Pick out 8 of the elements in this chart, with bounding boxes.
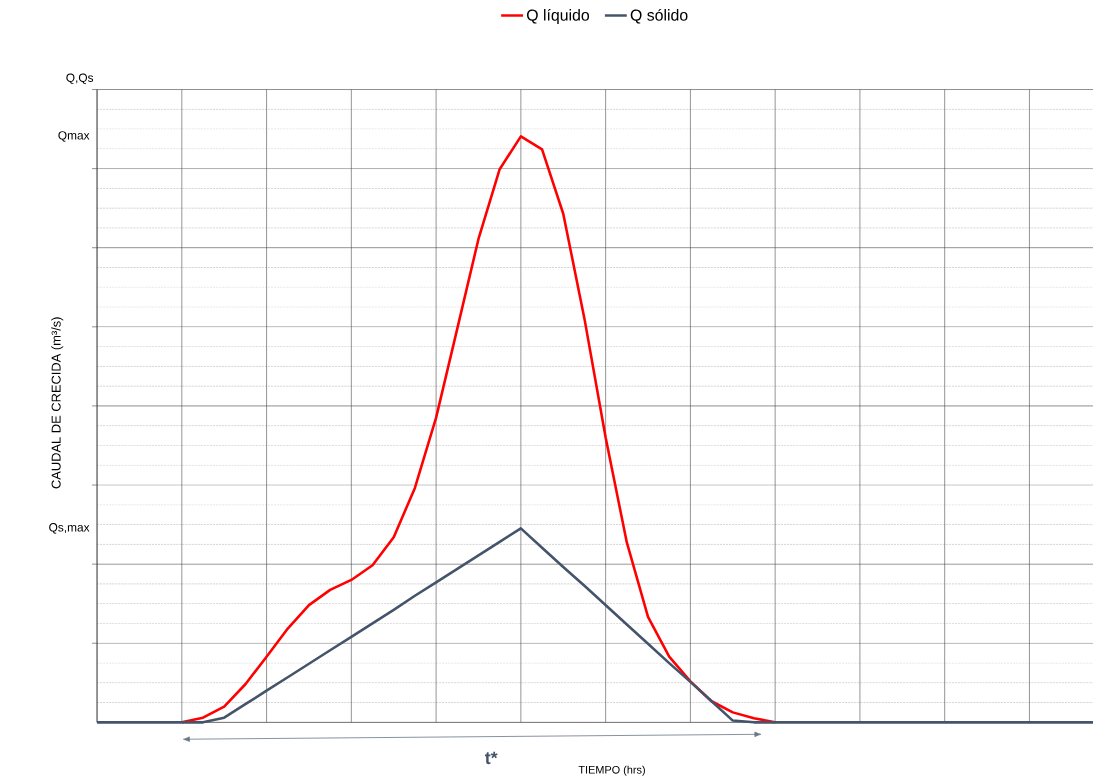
text: Q,Qs [66,73,94,85]
legend-label: Q sólido [630,8,688,24]
y-axis-title: CAUDAL DE CRECIDA (m³/s) [51,317,64,489]
text: Qs,max [49,523,90,534]
x-axis-title: TIEMPO (hrs) [578,765,645,776]
legend-label: Q líquido [527,8,590,24]
text: Qmax [58,131,90,142]
text: t* [484,751,498,765]
